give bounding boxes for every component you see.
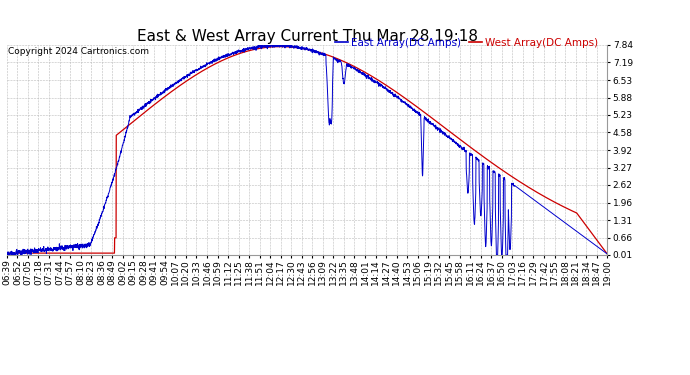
Title: East & West Array Current Thu Mar 28 19:18: East & West Array Current Thu Mar 28 19:… (137, 29, 477, 44)
Text: Copyright 2024 Cartronics.com: Copyright 2024 Cartronics.com (8, 47, 148, 56)
Legend: East Array(DC Amps), West Array(DC Amps): East Array(DC Amps), West Array(DC Amps) (331, 33, 602, 52)
